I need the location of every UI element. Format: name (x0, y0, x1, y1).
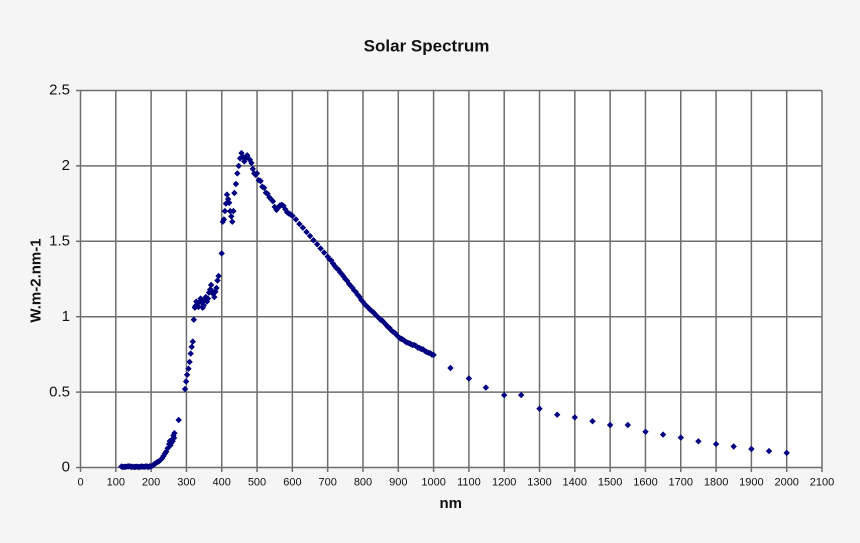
svg-text:2000: 2000 (774, 477, 798, 489)
svg-text:1500: 1500 (598, 477, 622, 489)
svg-text:1900: 1900 (739, 477, 763, 489)
svg-text:Solar Spectrum: Solar Spectrum (364, 37, 490, 56)
svg-text:800: 800 (354, 477, 372, 489)
svg-text:1600: 1600 (633, 477, 657, 489)
svg-text:1100: 1100 (457, 477, 481, 489)
svg-text:1300: 1300 (527, 477, 551, 489)
svg-text:1400: 1400 (563, 477, 587, 489)
svg-text:2.5: 2.5 (49, 82, 70, 99)
svg-text:700: 700 (319, 477, 337, 489)
svg-text:1700: 1700 (669, 477, 693, 489)
svg-text:0.5: 0.5 (49, 383, 70, 400)
svg-text:0: 0 (77, 477, 83, 489)
svg-text:100: 100 (107, 477, 125, 489)
svg-text:2100: 2100 (810, 477, 834, 489)
svg-text:1800: 1800 (704, 477, 728, 489)
svg-text:1.5: 1.5 (49, 233, 70, 250)
svg-text:600: 600 (283, 477, 301, 489)
svg-text:nm: nm (439, 495, 462, 512)
svg-text:500: 500 (248, 477, 266, 489)
svg-text:2: 2 (62, 157, 70, 174)
svg-text:300: 300 (177, 477, 195, 489)
svg-text:0: 0 (62, 459, 70, 476)
svg-text:1: 1 (62, 308, 70, 325)
svg-text:1000: 1000 (421, 477, 445, 489)
svg-text:1200: 1200 (492, 477, 516, 489)
svg-text:200: 200 (142, 477, 160, 489)
svg-text:900: 900 (389, 477, 407, 489)
svg-text:400: 400 (213, 477, 231, 489)
svg-text:W.m-2.nm-1: W.m-2.nm-1 (28, 238, 45, 322)
